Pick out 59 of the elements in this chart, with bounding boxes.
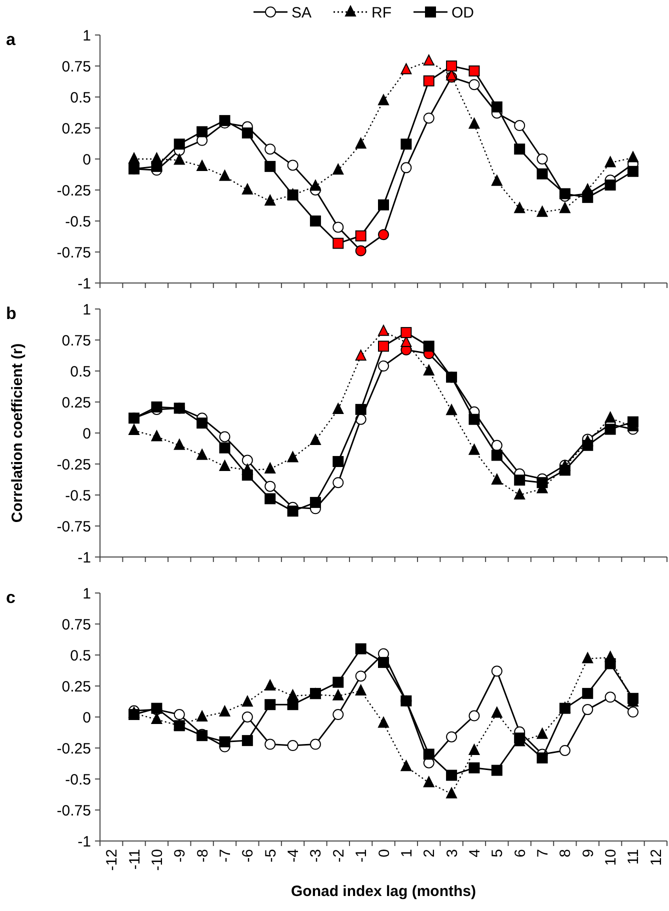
y-tick-label: -0.5 — [65, 213, 91, 230]
y-tick-label: -0.25 — [56, 182, 91, 200]
y-tick-label: 0.75 — [62, 332, 91, 350]
x-tick-label: -7 — [216, 849, 234, 862]
x-tick-label: 3 — [444, 849, 461, 858]
y-tick-label: 0.75 — [62, 616, 91, 634]
y-tick-label: 0 — [82, 709, 91, 726]
x-tick-label: -9 — [172, 849, 189, 862]
y-tick-label: -1 — [78, 275, 91, 292]
y-tick-label: 1 — [82, 585, 91, 602]
x-tick-label: -4 — [285, 849, 302, 862]
x-tick-label: 11 — [625, 849, 642, 865]
y-tick-label: -0.5 — [65, 487, 91, 504]
chart-title: a — [6, 30, 16, 49]
y-tick-label: 1 — [82, 27, 91, 44]
x-tick-label: -1 — [353, 849, 370, 862]
y-tick-label: 0.75 — [62, 58, 91, 76]
y-tick-label: 0.5 — [70, 89, 91, 106]
legend-label: OD — [452, 4, 474, 22]
x-tick-label: -8 — [194, 849, 212, 862]
x-tick-label: 8 — [557, 849, 574, 858]
y-tick-label: -0.75 — [56, 518, 91, 536]
legend-label: SA — [292, 4, 312, 22]
y-tick-label: -0.5 — [65, 771, 91, 788]
x-tick-label: -12 — [104, 849, 121, 871]
x-tick-label: 4 — [466, 849, 484, 858]
chart-title: b — [6, 304, 16, 323]
y-tick-label: -0.75 — [56, 244, 91, 262]
x-tick-label: 2 — [421, 849, 438, 858]
x-tick-label: 5 — [489, 849, 506, 858]
x-axis-title: Gonad index lag (months) — [290, 883, 476, 900]
y-tick-label: 0.25 — [62, 394, 91, 412]
x-tick-label: -10 — [148, 849, 166, 871]
legend-label: RF — [372, 4, 392, 22]
x-tick-label: 1 — [398, 849, 416, 858]
x-tick-label: -2 — [330, 849, 348, 862]
y-tick-label: 0.25 — [62, 678, 91, 696]
y-tick-label: -0.25 — [56, 740, 91, 758]
y-tick-label: 0.25 — [62, 120, 91, 138]
y-tick-label: -0.25 — [56, 456, 91, 474]
y-tick-label: 0.5 — [70, 647, 91, 664]
y-tick-label: -1 — [78, 549, 91, 566]
x-tick-label: 12 — [648, 849, 665, 866]
x-tick-label: -11 — [126, 849, 144, 870]
y-axis-title: Correlation coefficient (r) — [9, 343, 26, 523]
y-tick-label: 0 — [82, 151, 91, 168]
x-tick-label: 9 — [580, 849, 597, 858]
y-tick-label: 1 — [82, 301, 91, 318]
x-tick-label: -6 — [240, 849, 257, 862]
x-tick-label: 10 — [602, 849, 620, 866]
x-tick-label: 0 — [376, 849, 393, 858]
x-tick-label: -3 — [308, 849, 325, 862]
y-tick-label: 0 — [82, 425, 91, 442]
y-tick-label: 0.5 — [70, 363, 91, 380]
x-tick-label: 6 — [512, 849, 529, 858]
chart-title: c — [6, 588, 16, 607]
x-tick-label: 7 — [534, 849, 552, 858]
y-tick-label: -0.75 — [56, 802, 91, 820]
x-tick-label: -5 — [262, 849, 280, 862]
